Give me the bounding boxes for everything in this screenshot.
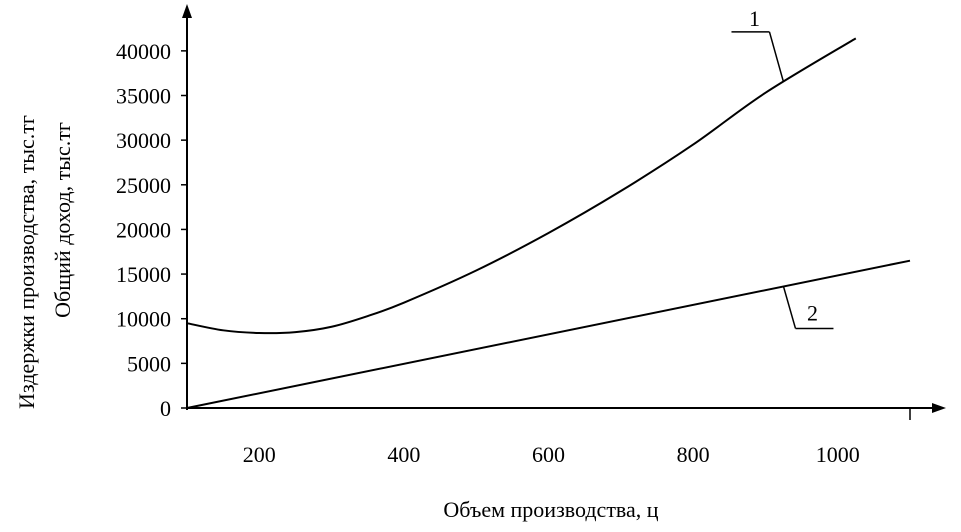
x-ticks: 200 400 600 800 1000 — [243, 408, 911, 467]
x-axis-label: Объем производства, ц — [443, 497, 658, 522]
y-ticks: 0 5000 10000 15000 20000 25000 30000 35000 40000 — [116, 39, 187, 421]
y-tick-label: 25000 — [116, 173, 171, 198]
y-axis-label-2: Общий доход, тыс.тг — [50, 122, 75, 318]
y-tick-label: 40000 — [116, 39, 171, 64]
y-tick-label: 35000 — [116, 84, 171, 109]
y-axis-label-1: Издержки производства, тыс.тг — [14, 115, 39, 409]
y-tick-label: 15000 — [116, 262, 171, 287]
axes — [182, 4, 946, 413]
series-group — [186, 37, 911, 409]
series-line-2 — [186, 259, 911, 409]
callout-label-1: 1 — [749, 6, 760, 31]
x-tick-label: 1000 — [816, 442, 860, 467]
x-tick-label: 800 — [677, 442, 710, 467]
x-tick-label: 600 — [532, 442, 565, 467]
y-tick-label: 5000 — [127, 351, 171, 376]
x-tick-label: 400 — [387, 442, 420, 467]
y-tick-label: 20000 — [116, 217, 171, 242]
y-axis-arrow — [182, 4, 192, 18]
y-tick-label: 0 — [160, 396, 171, 421]
callout-leader-2 — [782, 286, 797, 329]
callout-leader-1 — [768, 31, 785, 83]
x-axis-arrow — [932, 403, 946, 413]
callout-label-2: 2 — [807, 300, 818, 325]
callouts: 12 — [731, 6, 834, 330]
x-tick-label: 200 — [243, 442, 276, 467]
series-line-1 — [186, 37, 857, 335]
y-tick-label: 30000 — [116, 128, 171, 153]
y-tick-label: 10000 — [116, 307, 171, 332]
